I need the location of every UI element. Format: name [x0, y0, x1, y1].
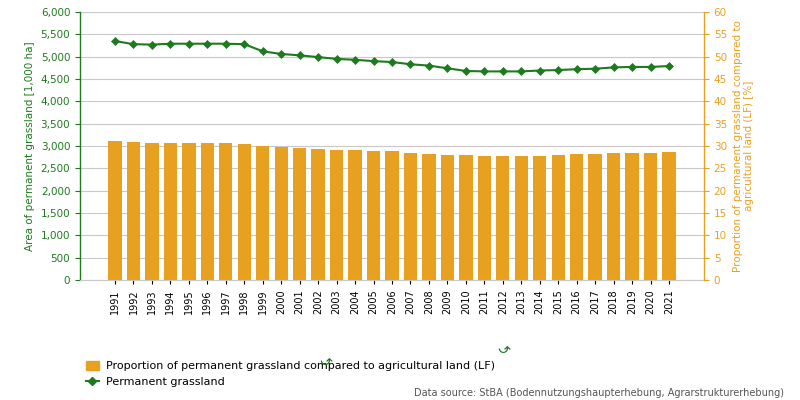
Bar	[349, 150, 362, 280]
Bar	[386, 151, 398, 280]
Bar	[311, 149, 325, 280]
Bar	[274, 147, 288, 280]
Bar	[146, 143, 158, 280]
Bar	[330, 150, 343, 280]
Bar	[219, 143, 233, 280]
Legend: Proportion of permanent grassland compared to agricultural land (LF), Permanent : Proportion of permanent grassland compar…	[86, 360, 494, 387]
Bar	[127, 142, 140, 280]
Bar	[256, 146, 270, 280]
Bar	[422, 154, 435, 280]
Bar	[496, 156, 510, 280]
Y-axis label: Proportion of permanent grassland compared to
agricultural land (LF) [%]: Proportion of permanent grassland compar…	[733, 20, 754, 272]
Bar	[367, 151, 380, 280]
Text: Data source: StBA (Bodennutzungshaupterhebung, Agrarstrukturerhebung): Data source: StBA (Bodennutzungshaupterh…	[414, 388, 784, 398]
Bar	[644, 153, 657, 280]
Bar	[293, 148, 306, 280]
Text: ↶: ↶	[498, 338, 510, 354]
Bar	[589, 154, 602, 280]
Bar	[551, 155, 565, 280]
Bar	[626, 153, 638, 280]
Bar	[108, 141, 122, 280]
Bar	[182, 143, 195, 280]
Bar	[459, 155, 473, 280]
Bar	[478, 156, 491, 280]
Bar	[662, 152, 676, 280]
Bar	[570, 154, 583, 280]
Y-axis label: Area of permanent grassland [1,000 ha]: Area of permanent grassland [1,000 ha]	[25, 41, 35, 251]
Bar	[201, 143, 214, 280]
Bar	[514, 156, 528, 280]
Bar	[441, 155, 454, 280]
Bar	[164, 143, 177, 280]
Bar	[238, 144, 251, 280]
Bar	[607, 153, 620, 280]
Text: ↶: ↶	[320, 351, 333, 366]
Bar	[404, 153, 417, 280]
Bar	[533, 156, 546, 280]
